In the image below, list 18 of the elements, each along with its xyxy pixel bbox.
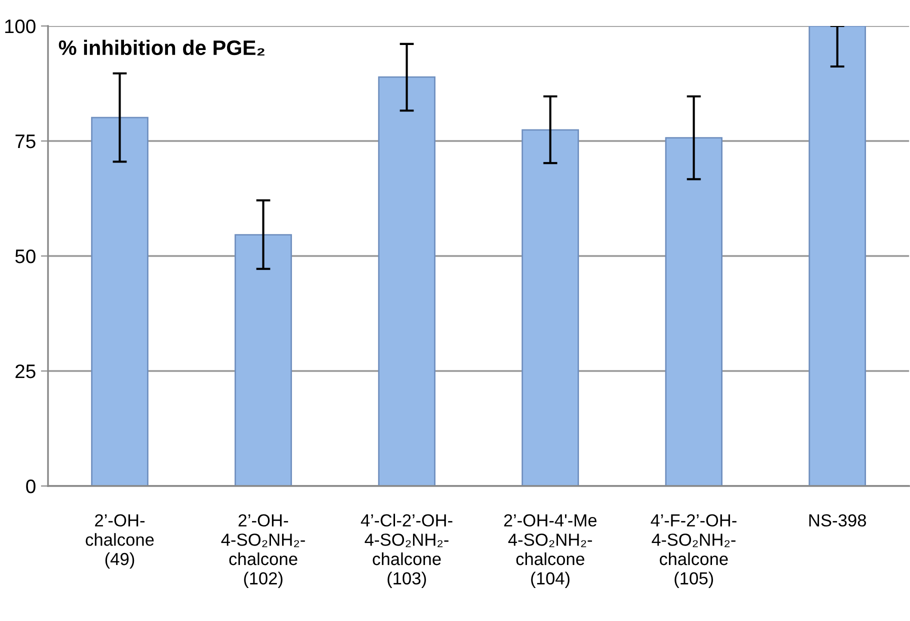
- bar: [665, 137, 722, 486]
- y-tick-label: 50: [15, 249, 36, 264]
- x-tick-label: 2’-OH-4'-Me 4-SO₂NH₂- chalcone (104): [504, 514, 597, 588]
- x-tick-label: 4’-Cl-2’-OH- 4-SO₂NH₂- chalcone (103): [360, 514, 452, 588]
- bar: [522, 129, 579, 486]
- x-tick-label: 2’-OH- chalcone (49): [86, 514, 154, 569]
- x-tick-label: NS-398: [809, 514, 866, 527]
- bar: [91, 116, 148, 486]
- bar: [378, 76, 436, 486]
- bar: [234, 234, 292, 486]
- text: % inhibition de PGE₂: [58, 40, 264, 56]
- x-tick-label: 2’-OH- 4-SO₂NH₂- chalcone (102): [221, 514, 305, 588]
- y-tick-label: 75: [16, 134, 36, 148]
- y-tick-label: 100: [5, 19, 36, 34]
- bar: [808, 26, 866, 486]
- y-tick-label: 25: [16, 364, 36, 378]
- x-tick-label: 4’-F-2’-OH- 4-SO₂NH₂- chalcone (105): [650, 514, 736, 588]
- y-tick-label: 0: [26, 479, 36, 494]
